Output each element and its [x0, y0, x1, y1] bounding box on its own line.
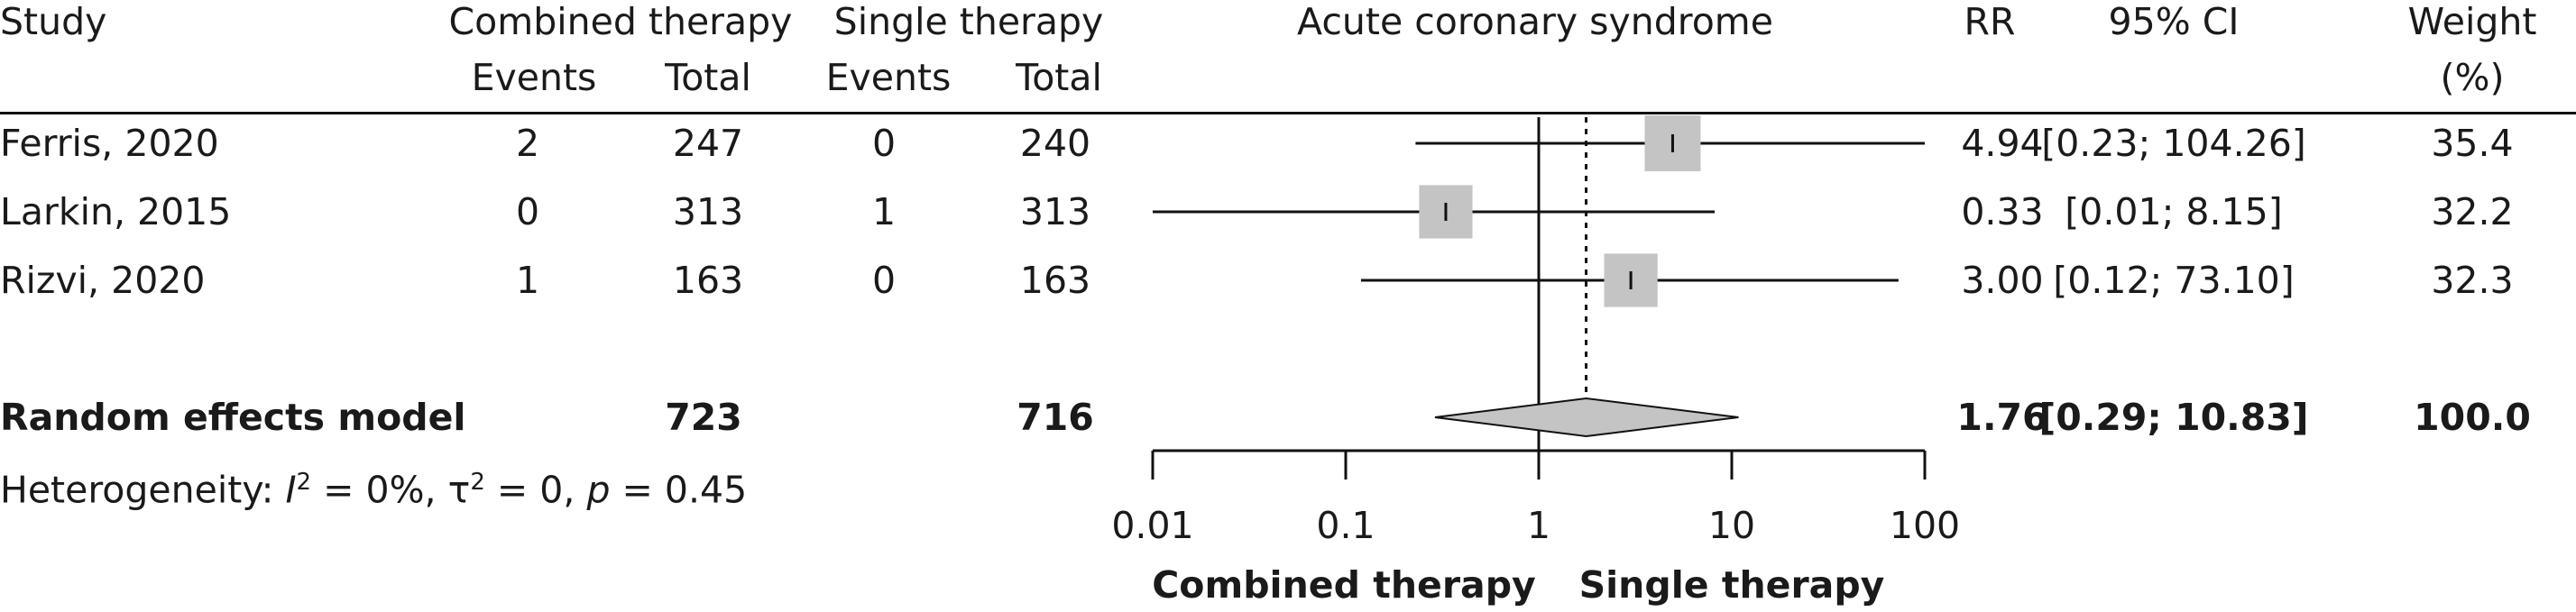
- total-combined: 163: [672, 259, 744, 302]
- pooled-rr: 1.76: [1956, 396, 2048, 439]
- header-total-combined: Total: [665, 56, 751, 99]
- weight-value: 32.3: [2431, 259, 2514, 302]
- header-weight: Weight: [2407, 0, 2537, 43]
- x-axis-tick-label: 0.01: [1111, 504, 1193, 547]
- x-axis-tick-label: 1: [1527, 504, 1550, 547]
- header-plot-title: Acute coronary syndrome: [1297, 0, 1773, 43]
- study-name: Larkin, 2015: [0, 190, 232, 233]
- total-combined: 247: [672, 122, 744, 165]
- total-combined: 313: [672, 190, 744, 233]
- ci-value: [0.01; 8.15]: [2065, 190, 2283, 233]
- x-axis-tick-label: 0.1: [1316, 504, 1375, 547]
- header-events-single: Events: [825, 56, 952, 99]
- rr-value: 0.33: [1961, 190, 2044, 233]
- axis-label-left: Combined therapy: [1152, 563, 1536, 607]
- study-name: Ferris, 2020: [0, 122, 219, 165]
- ci-value: [0.23; 104.26]: [2041, 122, 2306, 165]
- ci-value: [0.12; 73.10]: [2053, 259, 2295, 302]
- weight-value: 32.2: [2431, 190, 2514, 233]
- header-ci: 95% CI: [2108, 0, 2240, 43]
- pooled-label: Random effects model: [0, 396, 466, 439]
- header-events-combined: Events: [471, 56, 597, 99]
- events-single: 0: [871, 259, 897, 302]
- x-axis-tick-label: 10: [1708, 504, 1755, 547]
- total-single: 313: [1019, 190, 1091, 233]
- pooled-diamond: [1434, 397, 1739, 438]
- events-combined: 1: [515, 259, 540, 302]
- events-combined: 0: [515, 190, 540, 233]
- pooled-total-combined: 723: [665, 396, 742, 439]
- header-study: Study: [0, 0, 107, 43]
- total-single: 163: [1019, 259, 1091, 302]
- pooled-total-single: 716: [1017, 396, 1094, 439]
- rr-value: 4.94: [1961, 122, 2044, 165]
- header-total-single: Total: [1016, 56, 1102, 99]
- total-single: 240: [1019, 122, 1091, 165]
- header-combined-therapy: Combined therapy: [448, 0, 793, 43]
- axis-label-right: Single therapy: [1578, 563, 1885, 607]
- heterogeneity-text: Heterogeneity: I2 = 0%, τ2 = 0, p = 0.45: [0, 468, 748, 512]
- x-axis-tick-label: 100: [1890, 504, 1960, 547]
- events-single: 1: [871, 190, 897, 233]
- header-single-therapy: Single therapy: [833, 0, 1104, 43]
- rr-value: 3.00: [1961, 259, 2044, 302]
- events-combined: 2: [515, 122, 540, 165]
- study-name: Rizvi, 2020: [0, 259, 206, 302]
- header-rr: RR: [1964, 0, 2016, 43]
- events-single: 0: [871, 122, 897, 165]
- header-weight-unit: (%): [2440, 56, 2505, 99]
- header-divider: [0, 112, 2576, 114]
- weight-value: 35.4: [2431, 122, 2514, 165]
- pooled-weight: 100.0: [2414, 396, 2531, 439]
- pooled-ci: [0.29; 10.83]: [2038, 396, 2309, 439]
